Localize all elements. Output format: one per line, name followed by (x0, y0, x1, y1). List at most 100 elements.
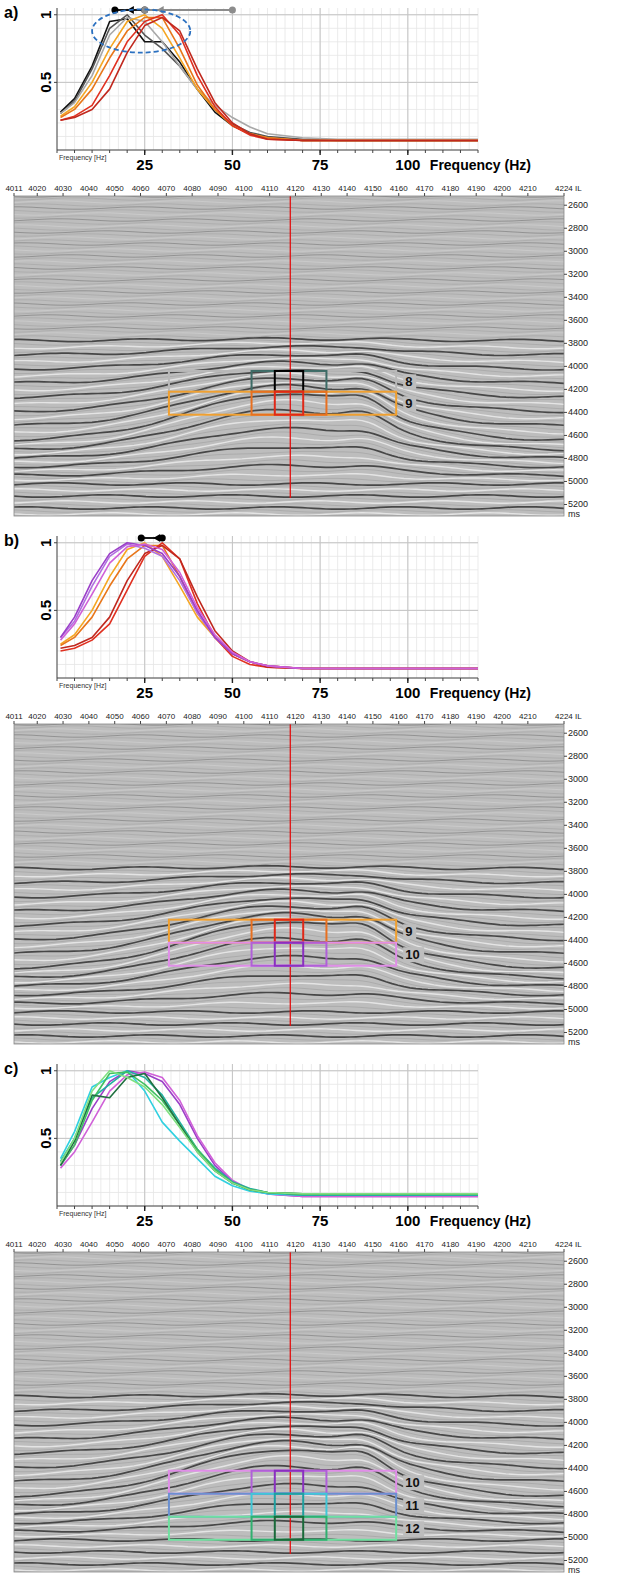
seismic-texture (14, 744, 564, 746)
x-tick-label: 4120 (287, 184, 305, 193)
minor-grid (206, 1064, 207, 1206)
seismic-texture (14, 344, 564, 352)
x-tick (192, 1249, 193, 1252)
minor-grid (276, 536, 277, 678)
minor-grid (460, 536, 461, 678)
x-tick (321, 193, 322, 196)
seismic-texture (14, 970, 564, 994)
x-tick-label: 4070 (157, 712, 175, 721)
x-tick-label: 4200 (493, 712, 511, 721)
seismic-texture (14, 738, 564, 740)
seismic-texture (14, 489, 564, 491)
spectrum-line (61, 543, 478, 669)
minor-grid (65, 536, 66, 678)
minor-grid (57, 28, 478, 29)
minor-grid (57, 610, 478, 611)
minor-grid (57, 650, 478, 651)
x-tick (502, 721, 503, 724)
minor-grid (311, 536, 312, 678)
x-tick-label: 4224 IL (555, 184, 582, 193)
minor-tick (478, 678, 479, 681)
x-tick (192, 193, 193, 196)
reference-line (290, 724, 291, 1026)
minor-grid (425, 1064, 426, 1206)
y-tick (564, 756, 567, 757)
x-tick (564, 193, 565, 196)
minor-grid (162, 1064, 163, 1206)
analysis-window (169, 920, 396, 943)
minor-tick (337, 150, 338, 153)
x-tick-label: 50 (224, 156, 241, 173)
minor-grid (179, 536, 180, 678)
minor-tick (249, 678, 250, 681)
x-tick (232, 678, 233, 683)
spectrum-panel: b)0.51255075100Frequency (Hz)Frequency [… (4, 532, 531, 701)
minor-grid (407, 1064, 408, 1206)
minor-grid (65, 8, 66, 150)
label-patch (403, 924, 416, 939)
minor-grid (320, 1064, 321, 1206)
y-tick-label: 1 (37, 1067, 54, 1075)
x-tick-label: 4050 (106, 184, 124, 193)
x-tick (527, 193, 528, 196)
x-tick-label: 4100 (235, 712, 253, 721)
box-label: 12 (405, 1521, 419, 1536)
minor-grid (372, 1064, 373, 1206)
seismic-texture (14, 207, 564, 209)
minor-grid (57, 583, 478, 584)
grid-line (320, 1064, 321, 1206)
seismic-texture (14, 300, 564, 302)
seismic-texture (14, 297, 564, 299)
x-tick-label: 4160 (390, 712, 408, 721)
seismic-texture (14, 858, 564, 860)
seismic-texture (14, 1450, 564, 1496)
section-image (14, 1252, 564, 1572)
minor-grid (469, 1064, 470, 1206)
seismic-texture (14, 831, 564, 833)
minor-grid (57, 637, 478, 638)
spectrum-panel: c)0.51255075100Frequency (Hz)Frequency [… (4, 1060, 531, 1229)
x-tick (295, 721, 296, 724)
seismic-texture (14, 288, 564, 290)
y-tick-label: 0.5 (37, 72, 54, 93)
seismic-texture (14, 1554, 564, 1556)
axis-caption: Frequency [Hz] (59, 1210, 107, 1218)
seismic-texture (14, 1305, 564, 1307)
minor-tick (197, 678, 198, 681)
x-tick-label: 4130 (312, 184, 330, 193)
y-tick-label: 5200 (568, 1027, 588, 1037)
x-tick (166, 193, 167, 196)
reference-line (290, 1252, 291, 1554)
x-tick-label: 75 (312, 1212, 329, 1229)
x-tick (398, 193, 399, 196)
seismic-texture (14, 960, 564, 989)
x-tick-label: 75 (312, 156, 329, 173)
minor-grid (469, 536, 470, 678)
y-tick-label: 5200 (568, 1555, 588, 1565)
box-label: 11 (405, 1498, 419, 1513)
x-tick (407, 1206, 408, 1211)
minor-tick (425, 150, 426, 153)
minor-tick (425, 1206, 426, 1209)
y-tick-label: 1 (37, 539, 54, 547)
y-tick-label: 3800 (568, 1394, 588, 1404)
seismic-texture (14, 201, 564, 203)
minor-tick (92, 678, 93, 681)
x-tick-label: 4140 (338, 712, 356, 721)
minor-tick (214, 150, 215, 153)
minor-grid (100, 8, 101, 150)
panel-label: b) (4, 532, 19, 549)
seismic-texture (14, 240, 564, 242)
analysis-window (252, 1494, 327, 1517)
spectrum-line (61, 1072, 478, 1194)
minor-grid (416, 536, 417, 678)
minor-grid (57, 556, 478, 557)
seismic-texture (14, 455, 564, 472)
seismic-texture (14, 789, 564, 791)
seismic-texture (14, 276, 564, 278)
x-tick (14, 1249, 15, 1252)
minor-grid (434, 8, 435, 150)
x-tick (347, 1249, 348, 1252)
x-tick (63, 193, 64, 196)
seismic-texture (14, 828, 564, 830)
